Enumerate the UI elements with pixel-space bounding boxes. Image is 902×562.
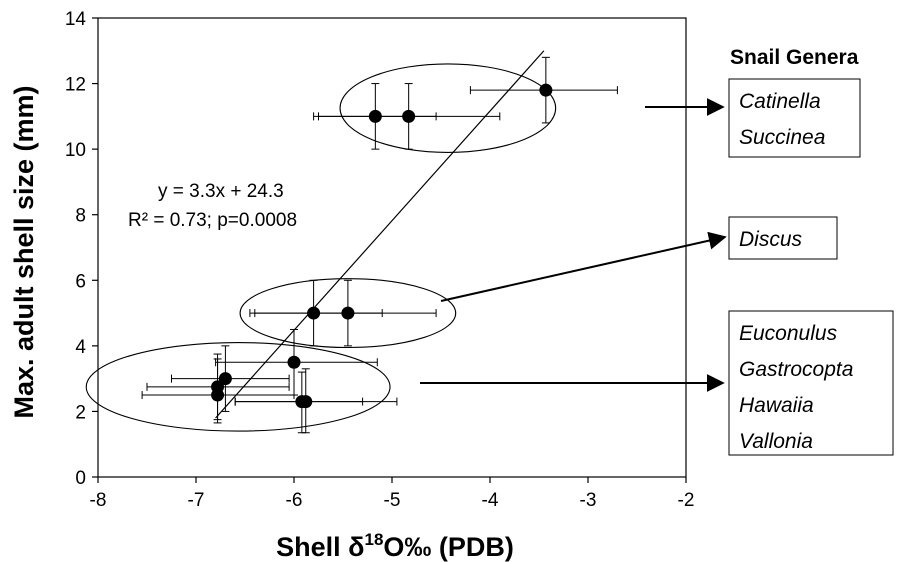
plot-area bbox=[85, 50, 618, 434]
cluster-ellipse-2 bbox=[239, 278, 457, 349]
data-point bbox=[368, 109, 382, 123]
data-point-group bbox=[141, 358, 295, 424]
data-point bbox=[211, 388, 225, 402]
data-point-group bbox=[469, 56, 618, 124]
x-tick-label: -6 bbox=[286, 490, 303, 511]
data-point bbox=[295, 395, 309, 409]
data-point-group bbox=[313, 83, 437, 150]
y-tick-label: 10 bbox=[65, 140, 86, 161]
regression-stats: R² = 0.73; p=0.0008 bbox=[128, 210, 297, 231]
genus-box-3 bbox=[728, 310, 894, 456]
x-axis-title: Shell δ18O‰ (PDB) bbox=[276, 530, 514, 562]
y-tick-label: 0 bbox=[75, 468, 86, 489]
x-tick-label: -5 bbox=[384, 490, 401, 511]
regression-line bbox=[215, 50, 545, 419]
axes: 0 2 4 6 8 10 12 14 -8 -7 -6 -5 -4 -3 -2 bbox=[65, 9, 695, 511]
legend-title: Snail Genera bbox=[730, 46, 859, 69]
data-point bbox=[539, 83, 553, 97]
x-tick-label: -4 bbox=[482, 490, 499, 511]
genus-label: Hawaiia bbox=[739, 394, 814, 417]
genus-label: Euconulus bbox=[739, 322, 838, 345]
x-tick-label: -2 bbox=[678, 490, 695, 511]
x-tick-label: -7 bbox=[188, 490, 205, 511]
data-point bbox=[218, 372, 232, 386]
genus-label: Succinea bbox=[739, 126, 825, 149]
x-axis-title-tail: O‰ (PDB) bbox=[383, 532, 514, 562]
x-tick-label: -8 bbox=[90, 490, 107, 511]
genus-box-2 bbox=[728, 216, 838, 260]
data-point bbox=[287, 355, 301, 369]
data-point bbox=[307, 306, 321, 320]
cluster-ellipse-3 bbox=[85, 342, 391, 432]
y-tick-label: 4 bbox=[75, 337, 86, 358]
legend-arrow-2 bbox=[440, 231, 727, 302]
x-axis-title-superscript: 18 bbox=[364, 530, 383, 549]
genus-box-1 bbox=[728, 78, 861, 158]
data-point-group bbox=[171, 345, 290, 412]
y-tick-label: 14 bbox=[65, 9, 87, 30]
y-tick-label: 2 bbox=[75, 402, 86, 423]
data-point-group bbox=[215, 328, 378, 396]
plot-frame bbox=[97, 17, 687, 478]
genus-label: Gastrocopta bbox=[739, 358, 853, 381]
x-tick-label: -3 bbox=[580, 490, 597, 511]
y-tick-label: 8 bbox=[75, 206, 86, 227]
y-tick-label: 6 bbox=[75, 271, 86, 292]
genus-label: Discus bbox=[739, 228, 803, 251]
regression-equation: y = 3.3x + 24.3 bbox=[158, 181, 284, 202]
data-point-group bbox=[234, 371, 364, 434]
genera-legend: Catinella Succinea Discus Euconulus Gastroco… bbox=[420, 78, 894, 456]
genus-label: Catinella bbox=[739, 90, 821, 113]
x-axis-title-main: Shell δ bbox=[276, 532, 364, 562]
cluster-ellipse-1 bbox=[339, 63, 557, 153]
y-axis-title: Max. adult shell size (mm) bbox=[9, 85, 39, 418]
genus-label: Vallonia bbox=[739, 430, 813, 453]
data-point-group bbox=[249, 279, 383, 347]
y-tick-label: 12 bbox=[65, 75, 86, 96]
